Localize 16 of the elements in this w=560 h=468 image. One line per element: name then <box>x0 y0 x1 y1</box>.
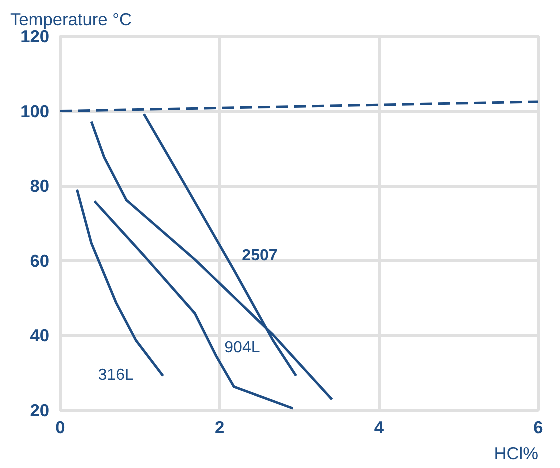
y-tick-label: 40 <box>30 326 50 346</box>
y-tick-label: 20 <box>30 400 50 420</box>
series-label: 2507 <box>242 247 278 264</box>
y-axis-title: Temperature °C <box>10 10 132 30</box>
x-tick-label: 4 <box>374 418 384 438</box>
series-label: 904L <box>224 340 260 357</box>
x-tick-label: 6 <box>534 418 544 438</box>
line-series <box>94 200 294 410</box>
x-tick-label: 2 <box>215 418 225 438</box>
y-tick-label: 60 <box>30 250 50 271</box>
x-axis-title: HCl% <box>494 444 539 464</box>
y-tick-label: 100 <box>20 101 50 122</box>
series-label: 316L <box>98 367 134 384</box>
y-tick-label: 120 <box>20 26 50 46</box>
x-tick-label: 0 <box>56 418 66 438</box>
y-tick-label: 80 <box>30 176 50 196</box>
